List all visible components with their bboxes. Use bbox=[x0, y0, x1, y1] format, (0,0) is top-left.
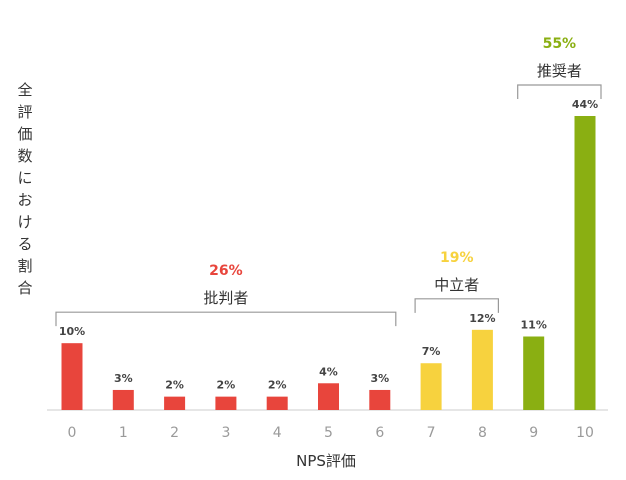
x-axis-title: NPS評価 bbox=[296, 452, 356, 470]
bar-8 bbox=[471, 329, 493, 410]
y-axis-label-char: 合 bbox=[17, 279, 33, 297]
data-label-7: 7% bbox=[422, 345, 441, 358]
bar-10 bbox=[574, 116, 596, 410]
data-label-1: 3% bbox=[114, 372, 133, 385]
y-axis-label-char: け bbox=[17, 213, 33, 231]
y-axis-label-char: 割 bbox=[17, 257, 33, 275]
y-axis-label-char: 価 bbox=[17, 125, 33, 143]
data-label-5: 4% bbox=[319, 365, 338, 378]
x-tick-1: 1 bbox=[119, 425, 128, 441]
bar-6 bbox=[369, 389, 391, 410]
data-label-10: 44% bbox=[572, 98, 598, 111]
group-bracket-2 bbox=[517, 84, 602, 99]
bar-9 bbox=[523, 336, 545, 410]
data-label-6: 3% bbox=[370, 372, 389, 385]
x-tick-5: 5 bbox=[324, 425, 333, 441]
x-tick-6: 6 bbox=[375, 425, 384, 441]
x-tick-10: 10 bbox=[576, 425, 594, 441]
data-label-2: 2% bbox=[165, 379, 184, 392]
bar-3 bbox=[215, 396, 237, 410]
data-label-8: 12% bbox=[469, 312, 495, 325]
group-name-1: 中立者 bbox=[434, 276, 479, 294]
group-name-2: 推奨者 bbox=[537, 62, 582, 80]
group-bracket-1 bbox=[414, 298, 499, 313]
group-bracket-0 bbox=[55, 311, 397, 327]
data-label-3: 2% bbox=[217, 379, 236, 392]
y-axis-label-char: に bbox=[17, 169, 33, 187]
y-axis-label-char: 数 bbox=[17, 147, 33, 165]
data-label-9: 11% bbox=[521, 319, 547, 332]
group-percent-0: 26% bbox=[209, 263, 243, 279]
y-axis-label-char: 全 bbox=[17, 81, 33, 99]
bar-4 bbox=[266, 396, 288, 410]
y-axis-label-char: る bbox=[17, 235, 33, 253]
group-percent-1: 19% bbox=[440, 250, 474, 266]
bar-2 bbox=[164, 396, 186, 410]
group-name-0: 批判者 bbox=[203, 289, 248, 307]
group-percent-2: 55% bbox=[543, 36, 577, 52]
x-tick-4: 4 bbox=[273, 425, 282, 441]
x-tick-8: 8 bbox=[478, 425, 487, 441]
x-tick-9: 9 bbox=[529, 425, 538, 441]
x-tick-3: 3 bbox=[221, 425, 230, 441]
x-tick-0: 0 bbox=[68, 425, 77, 441]
y-axis-label-char: 評 bbox=[17, 103, 33, 121]
bar-5 bbox=[318, 383, 339, 410]
x-tick-2: 2 bbox=[170, 425, 179, 441]
x-tick-7: 7 bbox=[427, 425, 436, 441]
data-label-0: 10% bbox=[59, 325, 85, 338]
data-label-4: 2% bbox=[268, 379, 287, 392]
bar-7 bbox=[420, 363, 442, 410]
bar-1 bbox=[112, 389, 134, 410]
bar-0 bbox=[61, 343, 83, 410]
y-axis-label-char: お bbox=[17, 191, 33, 209]
